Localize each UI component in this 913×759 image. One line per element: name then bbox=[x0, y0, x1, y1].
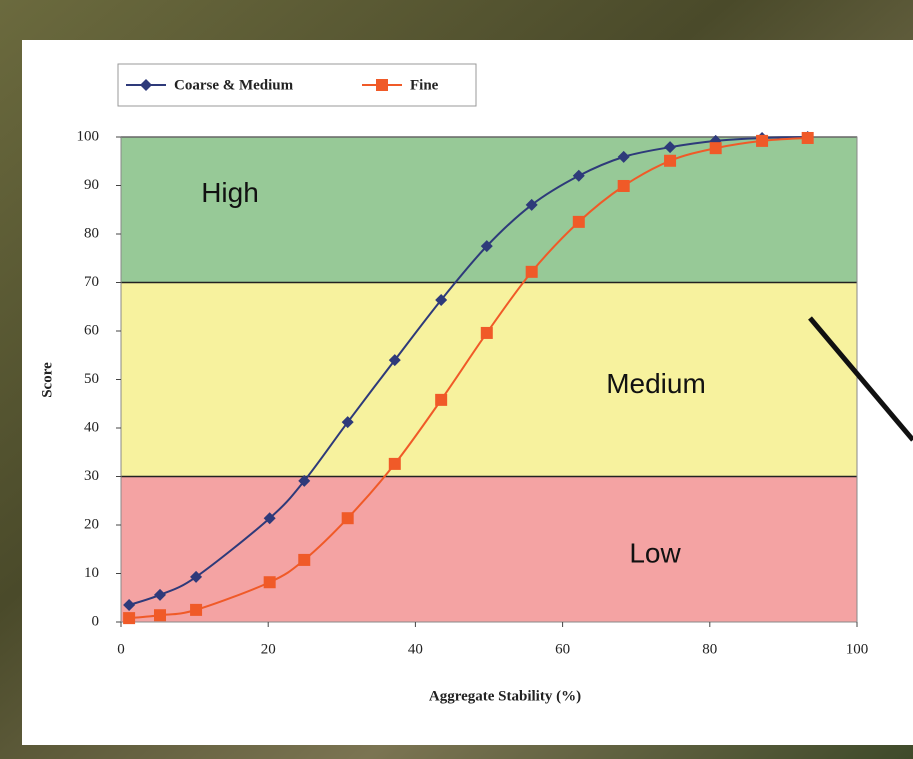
y-tick-label: 0 bbox=[92, 613, 100, 629]
x-tick-label: 100 bbox=[846, 641, 869, 657]
marker bbox=[710, 142, 722, 154]
x-axis-label: Aggregate Stability (%) bbox=[429, 688, 581, 704]
marker bbox=[342, 512, 354, 524]
marker bbox=[664, 155, 676, 167]
x-tick-label: 80 bbox=[702, 641, 717, 657]
marker bbox=[389, 458, 401, 470]
y-tick-label: 10 bbox=[84, 565, 99, 581]
y-tick-label: 100 bbox=[77, 128, 100, 144]
band bbox=[121, 137, 857, 283]
x-tick-label: 60 bbox=[555, 641, 570, 657]
marker bbox=[264, 576, 276, 588]
marker bbox=[756, 135, 768, 147]
marker bbox=[298, 554, 310, 566]
marker bbox=[618, 180, 630, 192]
marker bbox=[123, 612, 135, 624]
y-axis-label: Score bbox=[39, 362, 55, 398]
x-tick-label: 0 bbox=[117, 641, 125, 657]
y-tick-label: 50 bbox=[84, 371, 99, 387]
page: Score Aggregate Stability (%) High Medium… bbox=[0, 0, 913, 759]
y-tick-label: 60 bbox=[84, 322, 99, 338]
legend-label: Fine bbox=[410, 77, 439, 93]
y-tick-label: 40 bbox=[84, 419, 99, 435]
band-label: Medium bbox=[606, 368, 706, 399]
x-tick-label: 20 bbox=[261, 641, 276, 657]
marker bbox=[526, 266, 538, 278]
band-label: High bbox=[201, 177, 259, 208]
legend-marker bbox=[376, 79, 388, 91]
marker bbox=[435, 394, 447, 406]
x-tick-label: 40 bbox=[408, 641, 423, 657]
y-tick-label: 70 bbox=[84, 274, 99, 290]
chart: Score Aggregate Stability (%) High Medium… bbox=[0, 0, 913, 759]
band bbox=[121, 283, 857, 477]
marker bbox=[481, 327, 493, 339]
marker bbox=[573, 216, 585, 228]
y-tick-label: 20 bbox=[84, 516, 99, 532]
marker bbox=[802, 132, 814, 144]
y-tick-label: 90 bbox=[84, 177, 99, 193]
band-label: Low bbox=[629, 538, 681, 569]
marker bbox=[190, 604, 202, 616]
y-tick-label: 30 bbox=[84, 468, 99, 484]
legend-label: Coarse & Medium bbox=[174, 77, 294, 93]
y-tick-label: 80 bbox=[84, 225, 99, 241]
marker bbox=[154, 609, 166, 621]
